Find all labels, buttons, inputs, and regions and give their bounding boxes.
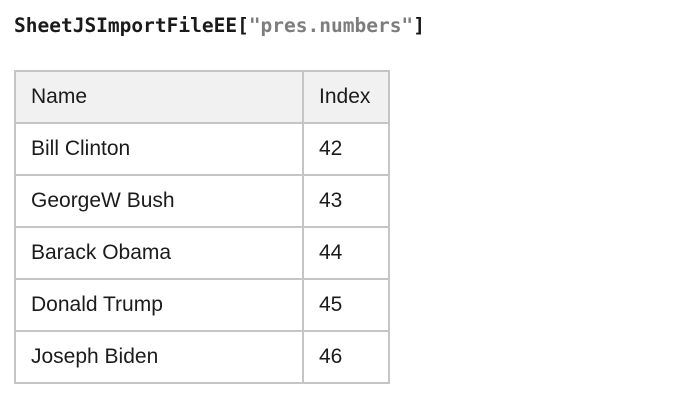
table-row: Barack Obama 44: [14, 226, 390, 280]
index-cell: 46: [302, 330, 390, 384]
name-cell: Joseph Biden: [14, 330, 304, 384]
title-bracket-close: ]: [413, 14, 425, 37]
index-cell: 45: [302, 278, 390, 332]
table-row: Bill Clinton 42: [14, 122, 390, 176]
name-cell: GeorgeW Bush: [14, 174, 304, 228]
page-title: SheetJSImportFileEE["pres.numbers"]: [14, 12, 670, 40]
table-row: Joseph Biden 46: [14, 330, 390, 384]
index-cell: 44: [302, 226, 390, 280]
title-code-prefix: SheetJSImportFileEE: [14, 14, 238, 37]
name-cell: Barack Obama: [14, 226, 304, 280]
title-string-literal: "pres.numbers": [248, 14, 414, 37]
table-body: Bill Clinton 42 GeorgeW Bush 43 Barack O…: [14, 122, 390, 384]
presidents-table: Name Index Bill Clinton 42 GeorgeW Bush …: [14, 70, 390, 384]
title-bracket-open: [: [237, 14, 249, 37]
column-header-name: Name: [14, 70, 304, 124]
header-row: Name Index: [14, 70, 390, 124]
index-cell: 43: [302, 174, 390, 228]
index-cell: 42: [302, 122, 390, 176]
column-header-index: Index: [302, 70, 390, 124]
table-row: GeorgeW Bush 43: [14, 174, 390, 228]
table-row: Donald Trump 45: [14, 278, 390, 332]
table-header: Name Index: [14, 70, 390, 124]
name-cell: Bill Clinton: [14, 122, 304, 176]
name-cell: Donald Trump: [14, 278, 304, 332]
